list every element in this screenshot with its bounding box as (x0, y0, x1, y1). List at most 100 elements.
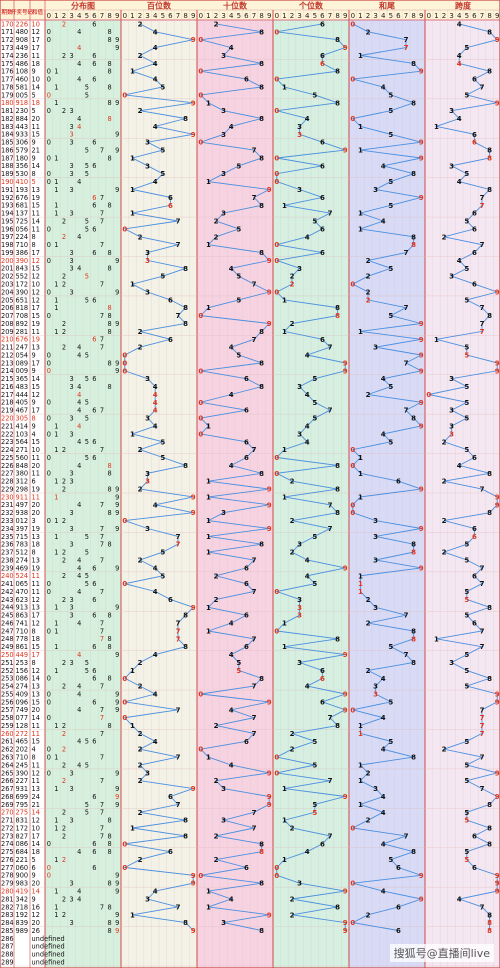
trend-point-bai: 5 (160, 273, 165, 281)
trend-point-shi: 0 (198, 367, 203, 375)
trend-point-kuadu: 4 (457, 20, 462, 28)
trend-point-bai: 9 (191, 509, 196, 517)
distribution-mark: 4 (77, 115, 81, 123)
sum-value: 11 (32, 454, 40, 462)
sum-value: 12 (32, 288, 40, 296)
distribution-mark: 0 (47, 753, 51, 761)
distribution-mark: 3 (69, 415, 73, 423)
trend-point-kuadu: 5 (464, 761, 469, 769)
digit-tick-bai-2: 2 (138, 12, 142, 20)
trend-point-bai: 0 (122, 675, 127, 683)
distribution-mark: 5 (85, 572, 89, 580)
trend-point-ge: 7 (328, 714, 333, 722)
sum-value: 8 (32, 415, 36, 423)
trend-point-hewei: 0 (350, 115, 355, 123)
trend-point-kuadu: 6 (472, 533, 477, 541)
trend-point-ge: 3 (297, 541, 302, 549)
digit-tick-ge-0: 0 (275, 12, 279, 20)
sum-value: 10 (32, 280, 40, 288)
trend-point-shi: 7 (252, 683, 257, 691)
digit-tick-hewei-6: 6 (396, 12, 401, 20)
trend-point-hewei: 9 (419, 367, 424, 375)
trend-point-bai: 9 (191, 604, 196, 612)
trend-point-shi: 3 (221, 210, 226, 218)
distribution-mark: 0 (47, 769, 51, 777)
sum-value: 17 (32, 359, 40, 367)
distribution-mark: 8 (107, 903, 111, 911)
sum-value: 13 (32, 344, 40, 352)
distribution-mark: 5 (85, 146, 89, 154)
trend-point-shi: 9 (267, 698, 272, 706)
trend-point-shi: 0 (198, 36, 203, 44)
sum-value: 14 (32, 809, 40, 817)
open-number: 272 (16, 730, 29, 738)
open-number: 460 (16, 76, 29, 84)
distribution-mark: 6 (92, 612, 96, 620)
trend-point-hewei: 2 (366, 596, 371, 604)
trend-point-shi: 9 (267, 801, 272, 809)
trend-point-bai: 8 (183, 462, 188, 470)
trend-point-bai: 3 (145, 525, 150, 533)
open-number: 245 (16, 761, 29, 769)
distribution-mark: 0 (47, 454, 51, 462)
distribution-mark: 5 (85, 225, 89, 233)
trend-point-kuadu: 5 (464, 344, 469, 352)
period-label: 181 (1, 107, 14, 115)
trend-point-bai: 8 (183, 643, 188, 651)
open-number: 884 (16, 115, 29, 123)
trend-point-shi: 1 (206, 517, 211, 525)
trend-point-kuadu: 4 (457, 178, 462, 186)
open-number: 274 (16, 556, 29, 564)
period-label: 255 (1, 690, 14, 698)
distribution-mark: 1 (54, 604, 58, 612)
trend-point-kuadu: 7 (480, 328, 485, 336)
trend-point-kuadu: 4 (457, 52, 462, 60)
digit-tick-fenbu-3: 3 (69, 12, 73, 20)
distribution-mark: 3 (69, 919, 73, 927)
distribution-mark: 4 (77, 501, 81, 509)
distribution-mark: 8 (107, 202, 111, 210)
trend-point-kuadu: 7 (480, 903, 485, 911)
distribution-mark: 7 (100, 619, 104, 627)
trend-point-shi: 2 (214, 596, 219, 604)
trend-point-bai: 3 (145, 895, 150, 903)
period-label: 275 (1, 848, 14, 856)
sum-value: 9 (32, 351, 36, 359)
distribution-mark: 2 (62, 596, 66, 604)
trend-point-bai: 2 (138, 446, 143, 454)
trend-point-kuadu: 9 (495, 501, 500, 509)
trend-point-hewei: 8 (411, 233, 416, 241)
distribution-mark: 6 (92, 438, 96, 446)
trend-point-kuadu: 2 (442, 478, 447, 486)
sum-value: 10 (32, 20, 40, 28)
trend-point-hewei: 9 (419, 872, 424, 880)
period-label: 189 (1, 170, 14, 178)
distribution-mark: 7 (100, 146, 104, 154)
distribution-mark: 8 (107, 832, 111, 840)
open-number: 863 (16, 612, 29, 620)
open-number: 089 (16, 359, 29, 367)
sum-value: undefined (32, 951, 65, 959)
open-number: 410 (16, 178, 29, 186)
trend-point-bai: 2 (138, 809, 143, 817)
open-number: 465 (16, 738, 29, 746)
trend-point-hewei: 5 (388, 738, 393, 746)
distribution-mark: 5 (85, 296, 89, 304)
period-label: 274 (1, 840, 14, 848)
sum-value: 14 (32, 840, 40, 848)
sum-value: 11 (32, 210, 40, 218)
trend-point-hewei: 9 (419, 352, 424, 360)
trend-point-bai: 4 (153, 399, 158, 407)
trend-point-ge: 6 (320, 52, 325, 60)
distribution-mark: 6 (92, 162, 96, 170)
distribution-mark: 9 (115, 888, 119, 896)
distribution-mark: 5 (85, 162, 89, 170)
trend-point-hewei: 5 (388, 91, 393, 99)
open-number: 579 (16, 146, 29, 154)
trend-point-ge: 2 (290, 320, 295, 328)
trend-point-ge: 8 (335, 509, 340, 517)
period-label: 241 (1, 580, 14, 588)
distribution-mark: 1 (54, 722, 58, 730)
trend-point-shi: 8 (259, 60, 264, 68)
distribution-mark: 1 (54, 304, 58, 312)
